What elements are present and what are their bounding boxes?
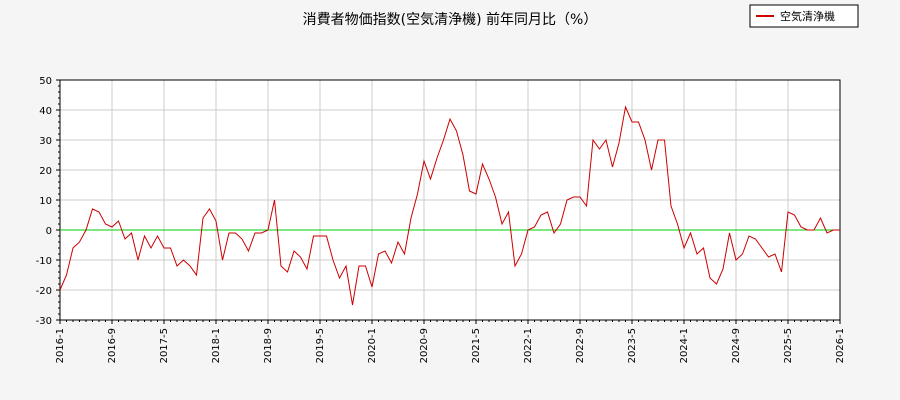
y-tick-label: 40	[39, 106, 52, 117]
chart-title: 消費者物価指数(空気清浄機) 前年同月比（%）	[303, 11, 598, 28]
y-tick-label: 0	[46, 226, 52, 237]
x-tick-label: 2024-9	[731, 328, 742, 363]
x-tick-label: 2020-9	[419, 328, 430, 363]
legend: 空気清浄機	[749, 4, 859, 28]
x-tick-label: 2023-5	[627, 328, 638, 363]
series-line-0	[59, 105, 840, 306]
y-tick-label: 30	[39, 136, 52, 147]
y-tick-label: 50	[39, 76, 52, 87]
x-tick-label: 2018-1	[211, 328, 222, 363]
x-tick-label: 2021-5	[471, 328, 482, 363]
legend-label: 空気清浄機	[780, 9, 835, 23]
x-tick-label: 2019-5	[315, 328, 326, 363]
x-tick-label: 2026-1	[835, 328, 846, 363]
x-tick-label: 2025-5	[783, 328, 794, 363]
x-tick-label: 2018-9	[263, 328, 274, 363]
x-tick-label: 2020-1	[367, 328, 378, 363]
x-tick-label: 2024-1	[679, 328, 690, 363]
y-tick-label: -30	[36, 316, 52, 327]
legend-box	[749, 4, 859, 28]
x-tick-label: 2022-1	[523, 328, 534, 363]
x-tick-label: 2016-1	[55, 328, 66, 363]
plot-border	[59, 79, 841, 321]
x-tick-label: 2017-5	[159, 328, 170, 363]
axes: -30 -20 -10 0 10 20 30 40 50 2016-1 2016-9 2017-5 20…	[36, 76, 846, 363]
y-tick-label: 20	[39, 166, 52, 177]
series-layer	[59, 105, 840, 306]
y-tick-label: -10	[36, 256, 52, 267]
x-tick-label: 2022-9	[575, 328, 586, 363]
y-tick-label: -20	[36, 286, 52, 297]
y-tick-label: 10	[39, 196, 52, 207]
x-tick-label: 2016-9	[107, 328, 118, 363]
